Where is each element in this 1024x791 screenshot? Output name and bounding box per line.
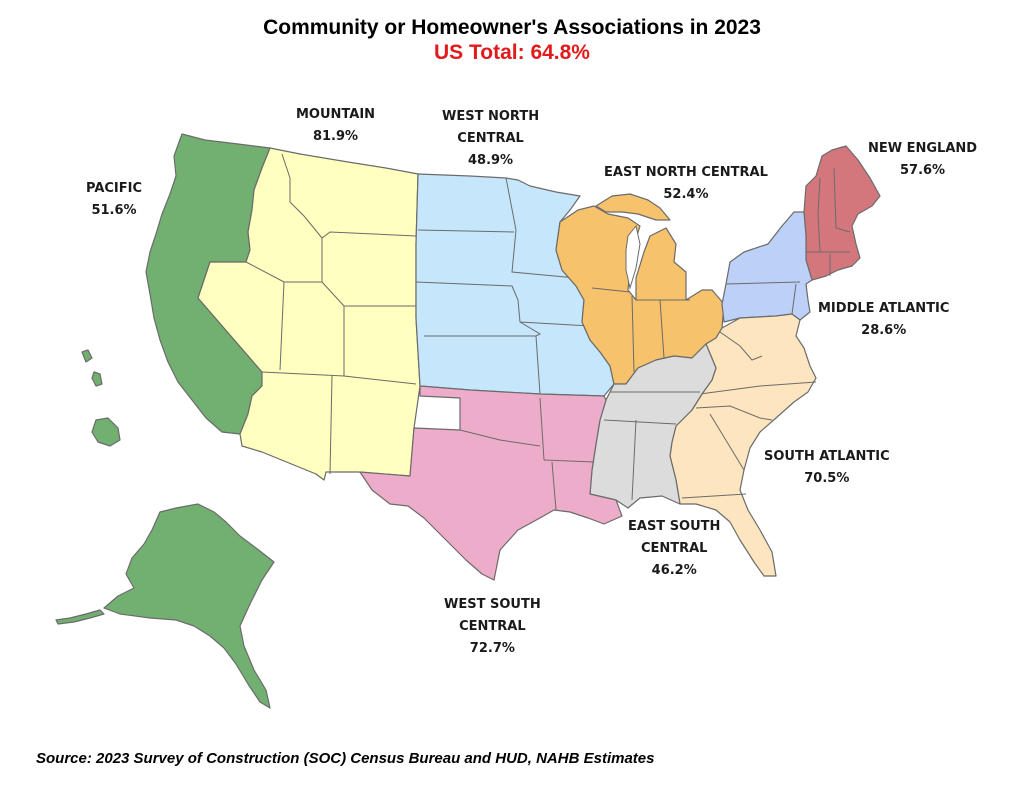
label-east-north-central-name: EAST NORTH CENTRAL (604, 165, 768, 180)
border-ks-mo (535, 335, 541, 395)
label-middle-atlantic-name: MIDDLE ATLANTIC (818, 301, 950, 316)
label-west-south-central: WEST SOUTH CENTRAL 72.7% (444, 594, 541, 660)
label-middle-atlantic: MIDDLE ATLANTIC 28.6% (818, 298, 949, 342)
border-vt-nh (817, 177, 821, 253)
label-west-north-central-value: 48.9% (467, 153, 514, 168)
border-wv-va (719, 331, 763, 361)
label-west-south-central-value: 72.7% (469, 641, 515, 656)
border-tn-ms-al (603, 419, 677, 425)
border-ia-mo (519, 321, 591, 327)
border-tx-la (551, 461, 557, 511)
border-ok-ar (539, 397, 545, 461)
label-east-south-central: EAST SOUTH CENTRAL 46.2% (628, 516, 720, 582)
border-id-nv (245, 261, 285, 283)
label-middle-atlantic-value: 28.6% (861, 323, 907, 338)
border-ut-co (321, 281, 417, 385)
label-east-south-central-name-2: CENTRAL (640, 541, 708, 556)
label-pacific-name: PACIFIC (86, 181, 143, 196)
region-pacific-hawaii-islet (81, 349, 93, 363)
border-pa-nj (791, 283, 797, 315)
label-new-england-name: NEW ENGLAND (868, 141, 978, 156)
border-sd-ne (415, 281, 542, 337)
border-ms-al (631, 419, 637, 501)
label-mountain: MOUNTAIN 81.9% (296, 104, 375, 148)
region-pacific-hawaii-islet (91, 371, 103, 387)
label-south-atlantic-name: SOUTH ATLANTIC (764, 449, 890, 464)
label-west-north-central-name-2: CENTRAL (457, 131, 524, 146)
border-ar-la (543, 459, 595, 463)
region-middle-atlantic (721, 211, 813, 323)
label-west-north-central-name-1: WEST NORTH (442, 109, 540, 124)
border-va-nc (699, 381, 817, 395)
label-east-north-central-value: 52.4% (663, 187, 709, 202)
us-total-subtitle: US Total: 64.8% (434, 41, 590, 64)
label-south-atlantic: SOUTH ATLANTIC 70.5% (764, 446, 890, 490)
region-pacific-aleutians (55, 609, 105, 625)
label-east-north-central: EAST NORTH CENTRAL 52.4% (604, 162, 768, 206)
region-pacific-hawaii (91, 417, 121, 447)
border-ok-tx (459, 429, 541, 447)
region-pacific-alaska (103, 503, 275, 709)
region-west-south-central (359, 385, 623, 581)
label-west-south-central-name-1: WEST SOUTH (444, 597, 541, 612)
border-ny-pa (725, 281, 801, 285)
border-in-oh (659, 299, 665, 359)
label-new-england: NEW ENGLAND 57.6% (868, 138, 977, 182)
label-mountain-name: MOUNTAIN (296, 107, 376, 122)
label-pacific-value: 51.6% (91, 203, 137, 218)
border-nv-ut (279, 281, 285, 371)
border-wi-il (591, 287, 631, 293)
border-nc-sc (695, 405, 773, 421)
border-nd-sd (417, 229, 515, 233)
border-ut-az (261, 371, 345, 377)
lake-michigan (625, 224, 641, 290)
label-pacific: PACIFIC 51.6% (86, 178, 142, 222)
label-west-north-central: WEST NORTH CENTRAL 48.9% (442, 106, 539, 172)
label-south-atlantic-value: 70.5% (804, 471, 850, 486)
label-west-south-central-name-2: CENTRAL (459, 619, 526, 634)
border-mt-id-wy (281, 153, 417, 239)
border-ga-fl (681, 493, 747, 499)
label-east-south-central-name-1: EAST SOUTH (628, 519, 721, 534)
map-title: Community or Homeowner's Associations in… (263, 16, 761, 39)
label-new-england-value: 57.6% (899, 163, 946, 178)
border-mn (505, 177, 577, 279)
border-nh-me (833, 167, 851, 233)
label-mountain-value: 81.9% (312, 129, 359, 144)
border-il-in (631, 295, 635, 373)
border-az-nm (329, 375, 333, 475)
region-east-north-central-upper-michigan (595, 193, 671, 221)
border-sc-ga (709, 413, 745, 471)
region-new-england (803, 145, 881, 281)
source-note: Source: 2023 Survey of Construction (SOC… (36, 750, 655, 767)
label-east-south-central-value: 46.2% (651, 563, 697, 578)
